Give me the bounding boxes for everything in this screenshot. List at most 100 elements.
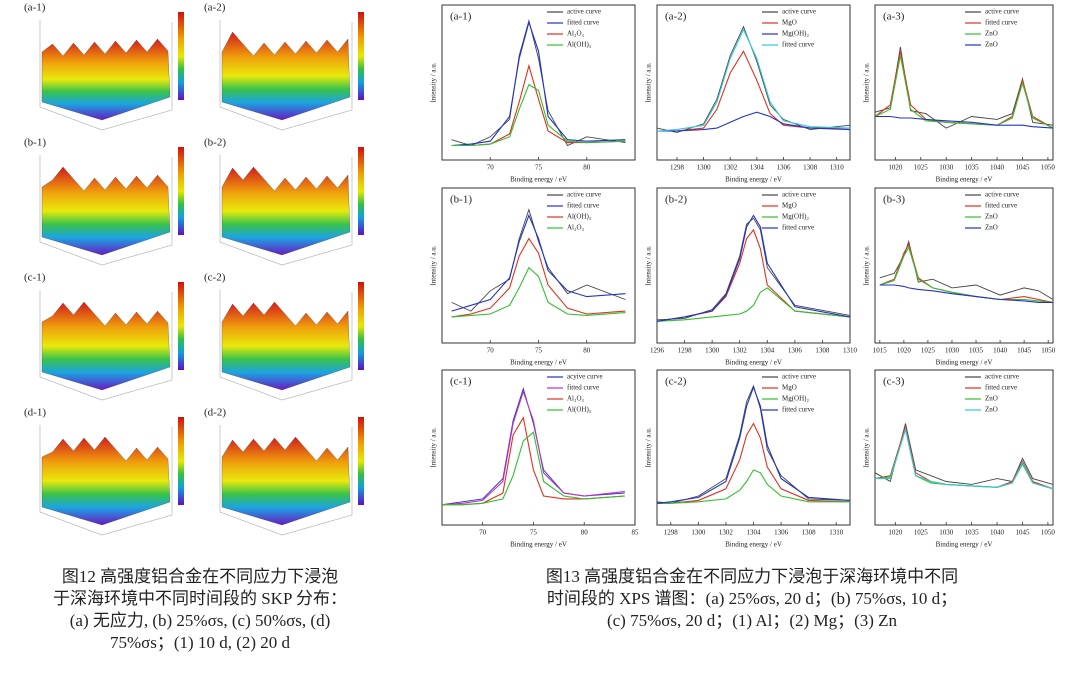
y-axis-label: Intensity / a.u.: [863, 62, 871, 102]
legend-label: Al₂O₃: [567, 30, 584, 38]
surface: [221, 31, 351, 121]
x-tick-label: 1035: [965, 164, 980, 172]
x-tick-label: 80: [581, 529, 589, 537]
colorbar: [178, 147, 184, 235]
legend-label: MgO: [782, 202, 797, 210]
x-tick-label: 80: [583, 164, 591, 172]
legend-label: Mg(OH)₂: [782, 30, 809, 38]
surface: [221, 166, 351, 256]
spectrum-line: [657, 50, 850, 132]
legend-label: fitted curve: [782, 41, 814, 49]
x-tick-label: 1020: [888, 164, 903, 172]
x-tick-label: 70: [487, 164, 495, 172]
legend-label: ZnO: [985, 213, 998, 221]
legend-label: Al(OH)₃: [567, 213, 592, 221]
legend-label: acyive curve: [567, 373, 603, 381]
spectrum-line: [874, 55, 1054, 129]
caption-line: 图13 高强度铝合金在不同应力下浸泡于深海环境中不同: [546, 567, 958, 586]
axes-box: [219, 425, 353, 536]
x-tick-label: 1302: [723, 164, 738, 172]
surface: [41, 436, 171, 526]
x-tick-label: 1025: [914, 529, 929, 537]
x-tick-label: 1030: [939, 164, 954, 172]
axes-box: [219, 155, 353, 266]
spectrum-line: [656, 25, 851, 133]
spectrum-line: [657, 111, 851, 132]
y-axis-label: Intensity / a.u.: [430, 427, 438, 467]
x-tick-label: 1035: [965, 529, 980, 537]
x-tick-label: 1306: [776, 164, 791, 172]
legend-label: fitted curve: [985, 202, 1017, 210]
panel-label: (a-3): [883, 11, 905, 23]
legend-label: MgO: [782, 384, 797, 392]
x-tick-label: 1030: [939, 529, 954, 537]
legend-label: active curve: [782, 373, 816, 381]
x-tick-label: 1304: [750, 164, 765, 172]
x-tick-label: 1040: [990, 529, 1005, 537]
panel-label: (b-1): [24, 137, 46, 149]
axes-box: [219, 290, 353, 401]
plot-frame: [874, 4, 1054, 161]
legend-label: fitted curve: [782, 406, 814, 414]
colorbar: [178, 12, 184, 100]
x-tick-label: 1300: [697, 164, 712, 172]
legend-label: ZnO: [985, 406, 998, 414]
x-tick-label: 75: [535, 347, 543, 355]
spectrum-line: [879, 284, 1053, 303]
x-tick-label: 1304: [760, 347, 775, 355]
x-tick-label: 1045: [1015, 529, 1030, 537]
x-axis-label: Binding energy / eV: [936, 359, 993, 367]
spectrum-line: [656, 384, 851, 504]
panel-label: (c-2): [665, 376, 687, 388]
panel-label: (a-2): [204, 2, 226, 14]
panel-label: (b-2): [665, 194, 687, 206]
x-tick-label: 1302: [733, 347, 748, 355]
spectrum-line: [442, 431, 625, 506]
legend-label: Al(OH)₃: [567, 41, 592, 49]
legend-label: fitted curve: [985, 384, 1017, 392]
panel-label: (c-1): [450, 376, 472, 388]
panel-label: (c-3): [883, 376, 905, 388]
legend-label: active curve: [985, 8, 1019, 16]
x-tick-label: 1298: [678, 347, 693, 355]
xps-figure: 70 75 80 Binding energy / eV Intensity / a.u…: [430, 4, 1056, 630]
colorbar: [358, 147, 364, 235]
x-tick-label: 1045: [1017, 347, 1032, 355]
spectrum-line: [656, 228, 851, 322]
caption-line: 时间段的 XPS 谱图：(a) 25%σs, 20 d；(b) 75%σs, 1…: [547, 589, 957, 608]
x-tick-label: 1298: [670, 164, 685, 172]
x-tick-label: 1308: [802, 529, 817, 537]
panel-label: (a-1): [24, 2, 46, 14]
x-tick-label: 1310: [843, 347, 858, 355]
panel-label: (a-2): [665, 11, 687, 23]
x-axis-label: Binding energy / eV: [510, 176, 567, 184]
axes-box: [39, 290, 173, 401]
x-axis-label: Binding energy / eV: [725, 541, 782, 549]
x-tick-label: 1015: [873, 347, 888, 355]
x-tick-label: 1050: [1041, 164, 1056, 172]
spectrum-line: [656, 214, 851, 322]
legend-label: fitted curve: [567, 384, 599, 392]
x-tick-label: 1298: [664, 529, 679, 537]
legend-label: ZnO: [985, 224, 998, 232]
axes-box: [39, 20, 173, 131]
spectrum-line: [875, 115, 1054, 129]
x-tick-label: 1050: [1041, 529, 1056, 537]
colorbar: [358, 282, 364, 370]
x-axis-label: Binding energy / eV: [936, 541, 993, 549]
panel-label: (d-2): [204, 407, 226, 419]
x-tick-label: 1308: [815, 347, 830, 355]
axes-box: [39, 155, 173, 266]
spectrum-line: [656, 385, 851, 504]
panel-label: (a-1): [450, 11, 472, 23]
legend-label: active curve: [782, 8, 816, 16]
colorbar: [178, 417, 184, 505]
spectrum-line: [879, 245, 1054, 303]
y-axis-label: Intensity / a.u.: [430, 245, 438, 285]
legend-label: active curve: [782, 191, 816, 199]
x-tick-label: 1040: [990, 164, 1005, 172]
spectrum-line: [451, 208, 626, 312]
x-tick-label: 1302: [719, 529, 734, 537]
x-tick-label: 1310: [830, 164, 845, 172]
